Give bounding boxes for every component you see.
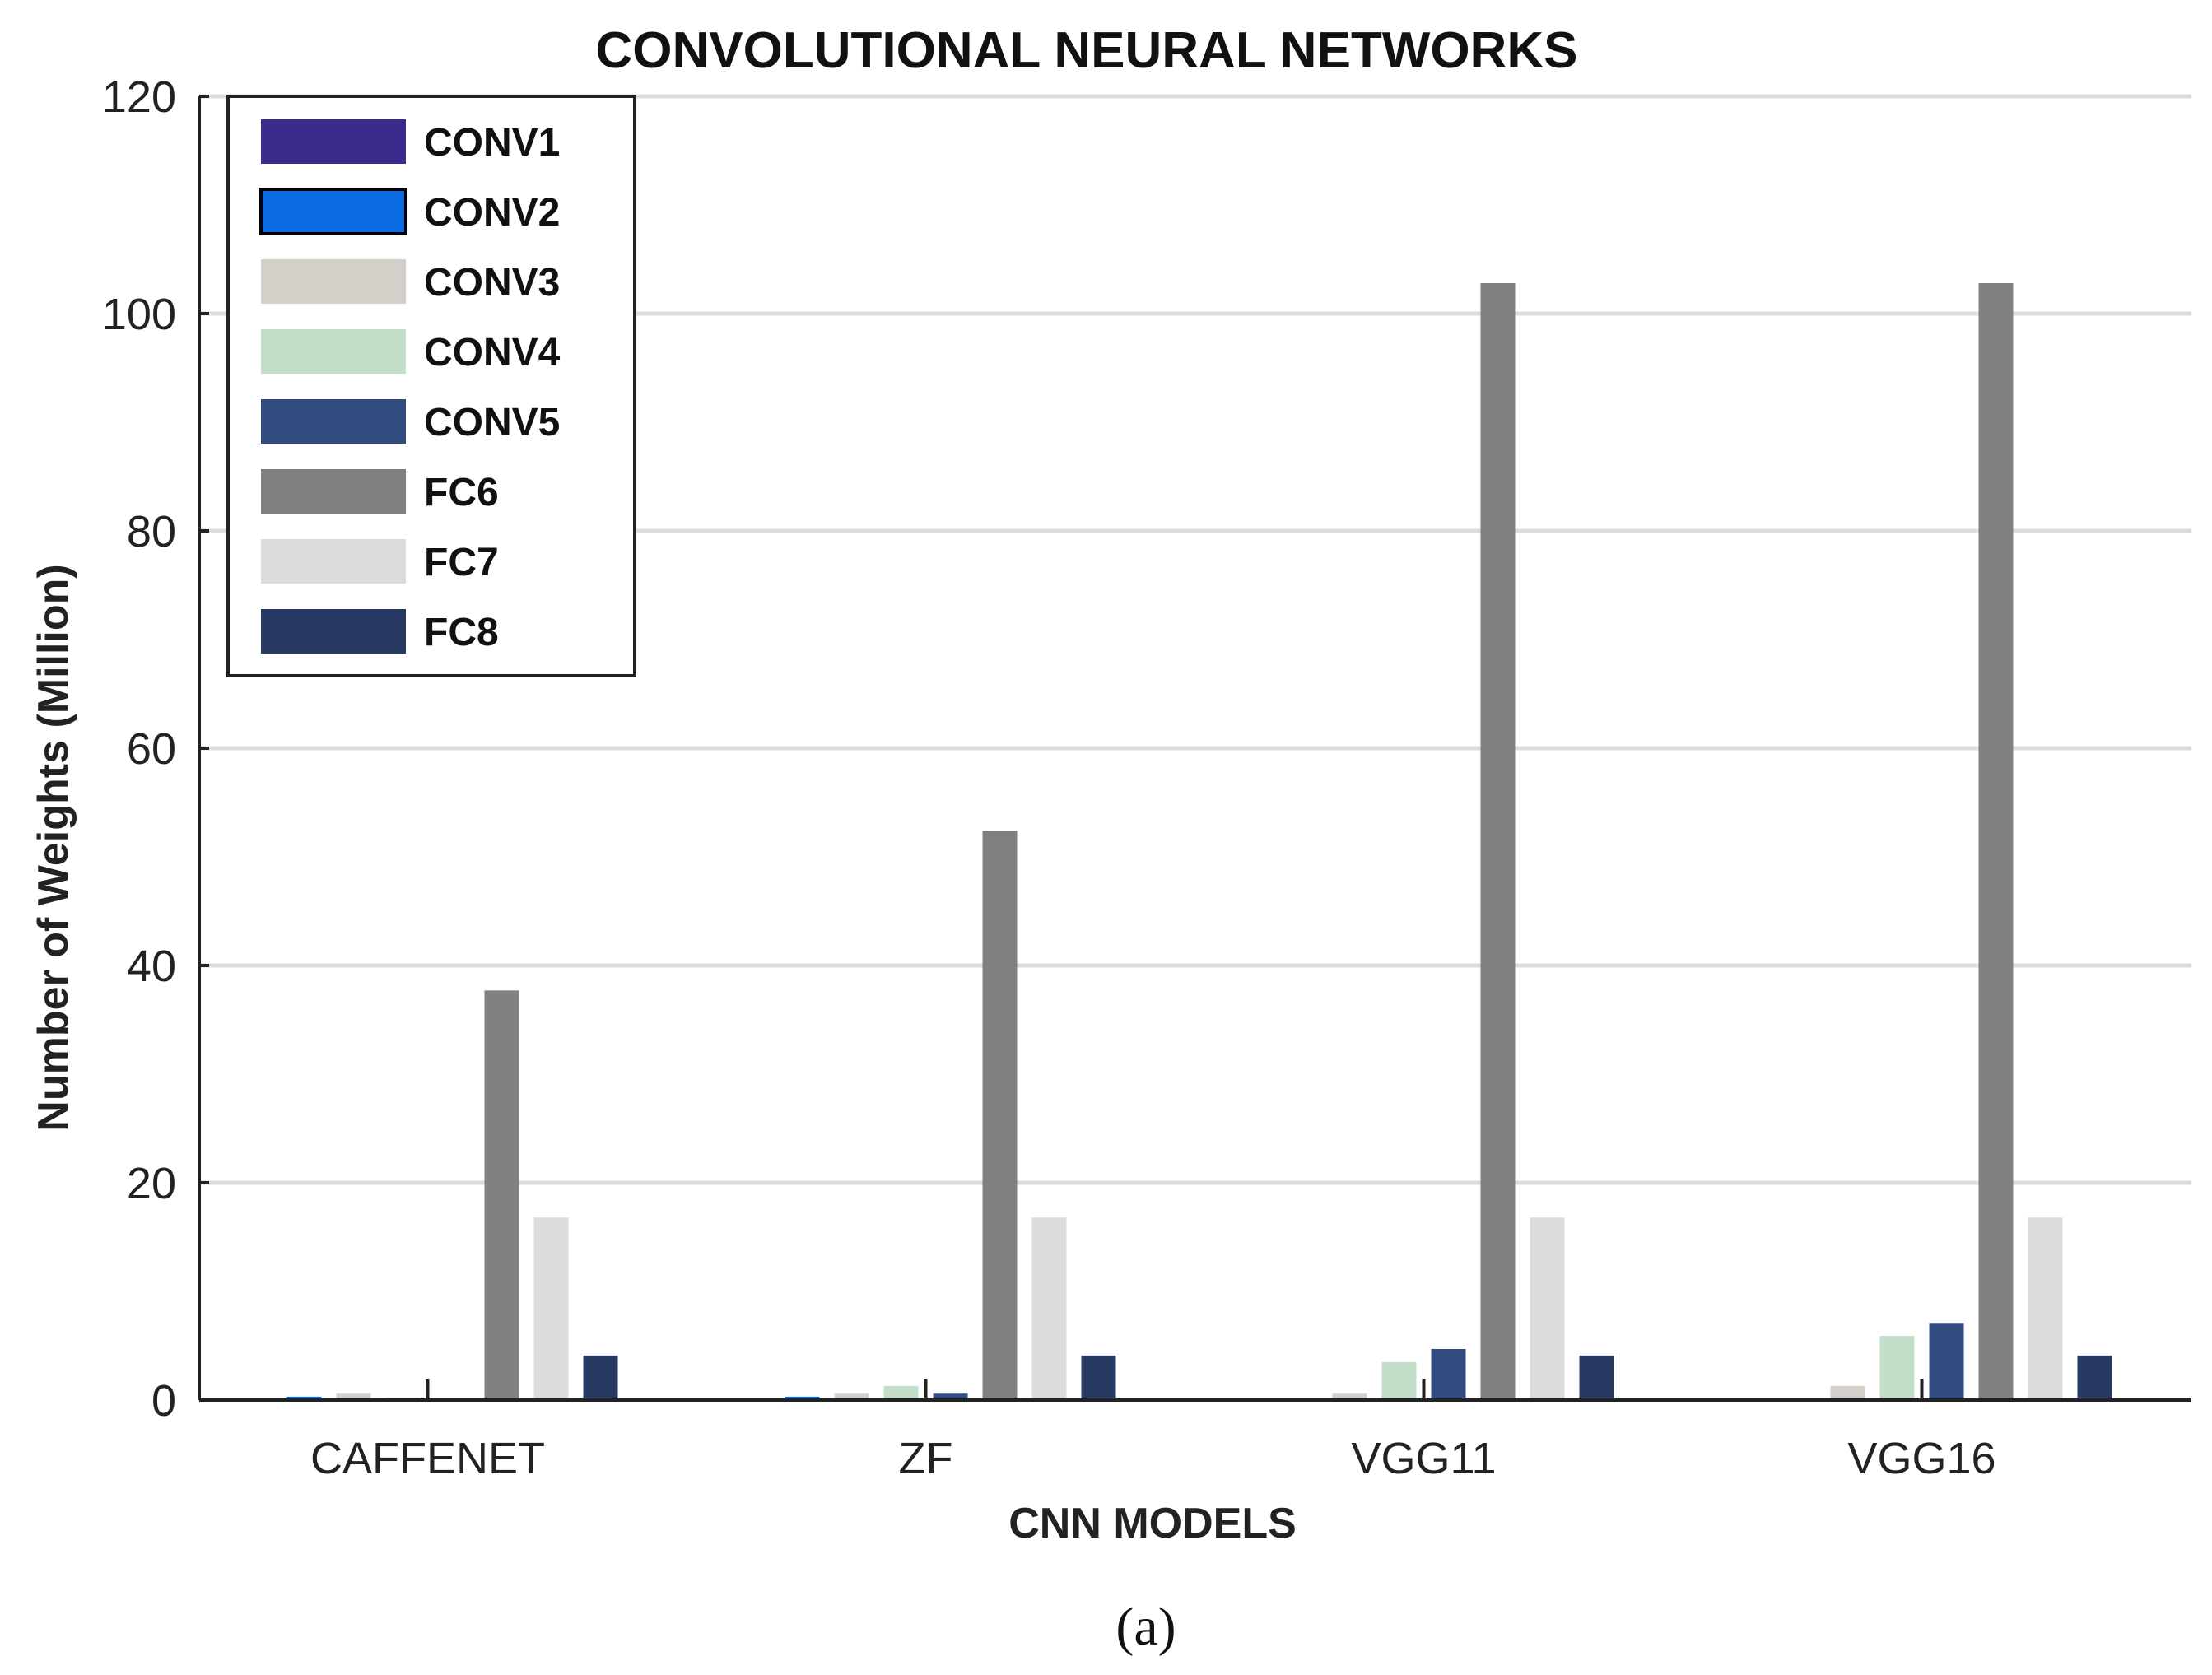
bar-vgg11-fc6 bbox=[1480, 283, 1516, 1400]
bar-zf-conv3 bbox=[834, 1393, 869, 1400]
bar-vgg11-fc8 bbox=[1579, 1355, 1614, 1400]
x-axis-label: CNN MODELS bbox=[1008, 1500, 1297, 1547]
legend-swatch-fc6 bbox=[261, 469, 406, 514]
y-tick-label: 80 bbox=[127, 507, 176, 556]
bar-caffenet-conv3 bbox=[336, 1393, 371, 1400]
legend-swatch-fc8 bbox=[261, 609, 406, 654]
y-tick-label: 100 bbox=[102, 290, 176, 339]
bar-caffenet-fc8 bbox=[583, 1355, 618, 1400]
y-tick-label: 0 bbox=[151, 1376, 176, 1426]
axes bbox=[198, 96, 2191, 1402]
bar-vgg11-fc7 bbox=[1530, 1217, 1565, 1400]
legend-label-conv5: CONV5 bbox=[424, 401, 560, 444]
bar-zf-fc7 bbox=[1031, 1217, 1067, 1400]
bars bbox=[237, 283, 2112, 1400]
legend-label-fc7: FC7 bbox=[424, 541, 499, 584]
bar-vgg16-fc7 bbox=[2028, 1217, 2063, 1400]
bar-vgg16-conv4 bbox=[1879, 1336, 1915, 1400]
bar-vgg16-conv5 bbox=[1929, 1323, 1964, 1400]
legend-swatch-conv2 bbox=[259, 188, 407, 235]
bar-zf-fc8 bbox=[1081, 1355, 1116, 1400]
y-tick-labels: 0 20 40 60 80 100 120 bbox=[102, 72, 176, 1426]
legend-swatch-conv3 bbox=[261, 259, 406, 304]
y-tick-label: 40 bbox=[127, 942, 176, 991]
bar-zf-conv2 bbox=[785, 1396, 820, 1400]
bar-vgg16-fc6 bbox=[1978, 283, 2014, 1400]
bar-vgg16-fc8 bbox=[2077, 1355, 2112, 1400]
bar-zf-conv4 bbox=[883, 1385, 919, 1400]
figure-caption: (a) bbox=[1115, 1597, 1176, 1657]
x-tick-label: VGG11 bbox=[1351, 1434, 1496, 1483]
x-tick-labels: CAFFENET ZF VGG11 VGG16 bbox=[310, 1434, 1996, 1483]
bar-vgg11-conv3 bbox=[1332, 1393, 1367, 1400]
bar-vgg16-conv3 bbox=[1830, 1385, 1865, 1400]
legend-label-fc8: FC8 bbox=[424, 611, 499, 654]
bar-vgg11-conv5 bbox=[1431, 1348, 1466, 1400]
legend-label-conv3: CONV3 bbox=[424, 261, 560, 305]
y-tick-label: 20 bbox=[127, 1159, 176, 1208]
legend-label-conv2: CONV2 bbox=[424, 191, 560, 235]
x-tick-label: VGG16 bbox=[1847, 1434, 1995, 1483]
legend-label-conv1: CONV1 bbox=[424, 121, 560, 165]
legend-swatch-fc7 bbox=[261, 539, 406, 584]
legend-swatch-conv4 bbox=[261, 329, 406, 374]
x-tick-label: CAFFENET bbox=[310, 1434, 545, 1483]
y-tick-label: 60 bbox=[127, 724, 176, 774]
legend-label-fc6: FC6 bbox=[424, 471, 499, 514]
bar-caffenet-fc7 bbox=[533, 1217, 569, 1400]
legend-swatch-conv1 bbox=[261, 119, 406, 164]
bar-caffenet-conv2 bbox=[286, 1396, 322, 1400]
legend-box bbox=[226, 95, 636, 677]
bar-zf-fc6 bbox=[982, 831, 1018, 1400]
legend: CONV1 CONV2 CONV3 CONV4 CONV5 FC6 FC7 FC8 bbox=[226, 95, 636, 677]
y-tick-label: 120 bbox=[102, 72, 176, 122]
chart-title: CONVOLUTIONAL NEURAL NETWORKS bbox=[596, 22, 1578, 79]
legend-label-conv4: CONV4 bbox=[424, 331, 561, 375]
legend-swatch-conv5 bbox=[261, 399, 406, 444]
bar-vgg11-conv4 bbox=[1381, 1361, 1417, 1400]
bar-zf-conv5 bbox=[933, 1393, 968, 1400]
x-tick-label: ZF bbox=[899, 1434, 953, 1483]
y-axis-label: Number of Weights (Million) bbox=[30, 564, 77, 1131]
bar-caffenet-fc6 bbox=[484, 990, 519, 1400]
